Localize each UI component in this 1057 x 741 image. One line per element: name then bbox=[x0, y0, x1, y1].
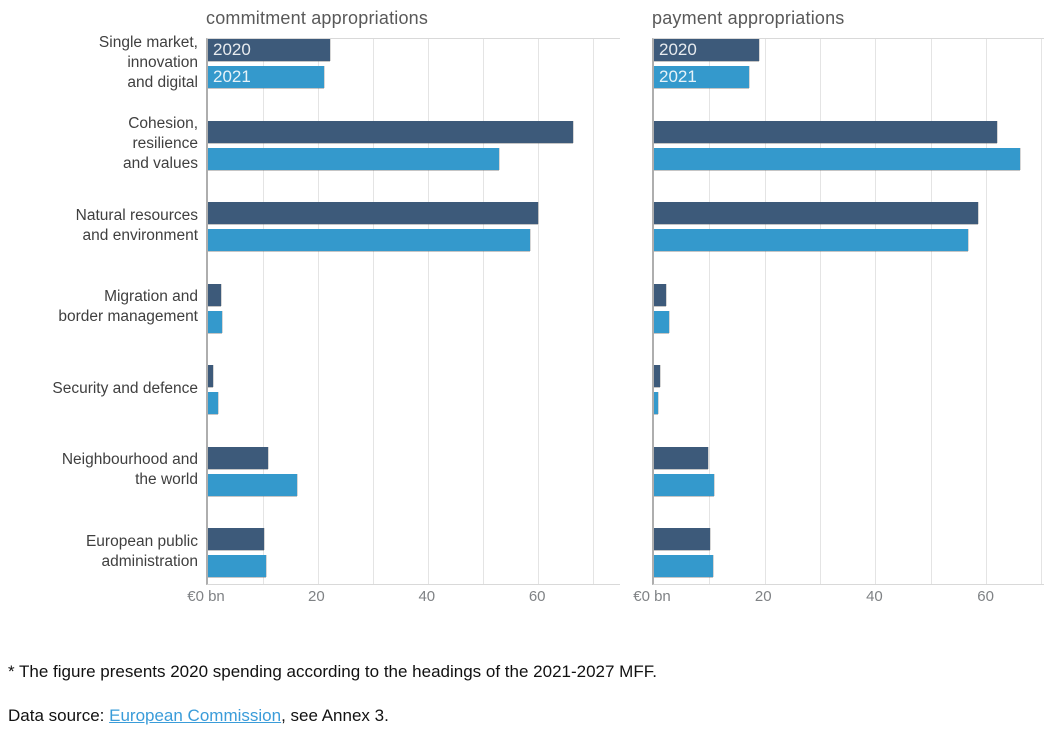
bar-2020-security-and-defence bbox=[654, 365, 661, 387]
bar-2021-neighbourhood-and-the-world bbox=[654, 473, 715, 496]
bar-2020-migration-and-border-management bbox=[208, 283, 222, 306]
axis-tick-20: 20 bbox=[754, 588, 772, 605]
category-label-row-security-and-defence: Security and defence bbox=[0, 364, 198, 413]
gridline-40 bbox=[875, 39, 877, 584]
bar-2020-cohesion-resilience-and-values bbox=[208, 120, 574, 143]
axis-tick-40: 40 bbox=[418, 588, 436, 605]
series-label-2021: 2021 bbox=[213, 67, 251, 86]
footnote-text: * The figure presents 2020 spending acco… bbox=[8, 662, 657, 681]
gridline-10 bbox=[709, 39, 711, 584]
axis-tick-60: 60 bbox=[977, 588, 994, 605]
category-label: Single market, innovation and digital bbox=[98, 33, 198, 91]
gridline-60 bbox=[985, 39, 987, 584]
bar-2020-single-market-innovation-and-digital: 2020 bbox=[654, 39, 760, 61]
data-source-prefix: Data source: bbox=[8, 706, 110, 725]
bar-group-neighbourhood-and-the-world bbox=[208, 446, 620, 496]
bar-group-natural-resources-and-environment bbox=[654, 202, 1044, 251]
category-label-row-natural-resources-and-environment: Natural resources and environment bbox=[0, 201, 198, 250]
bar-2020-natural-resources-and-environment bbox=[208, 202, 539, 224]
bar-2021-security-and-defence bbox=[654, 392, 659, 414]
category-label: Migration and border management bbox=[58, 288, 198, 325]
gridline-70 bbox=[1041, 39, 1043, 584]
bar-group-european-public-administration bbox=[654, 528, 1044, 577]
gridline-70 bbox=[592, 39, 594, 584]
category-label: European public administration bbox=[85, 532, 198, 570]
bar-group-single-market-innovation-and-digital: 2020 2021 bbox=[208, 39, 620, 88]
category-labels-column: Single market, innovation and digital Cohes… bbox=[0, 34, 198, 576]
category-label: Cohesion, resilience and values bbox=[123, 115, 198, 172]
bar-group-migration-and-border-management bbox=[654, 283, 1044, 333]
category-label-row-neighbourhood-and-the-world: Neighbourhood and the world bbox=[0, 446, 198, 495]
axis-tick-0-bn: €0 bn bbox=[633, 588, 671, 605]
axis-tick-40: 40 bbox=[866, 588, 883, 605]
axis-tick-60: 60 bbox=[528, 588, 546, 605]
gridline-20 bbox=[317, 39, 319, 584]
bar-2021-natural-resources-and-environment bbox=[654, 229, 969, 251]
x-axis-ticks-commitments: €0 bn 20 40 60 bbox=[187, 588, 620, 610]
bar-2021-security-and-defence bbox=[208, 392, 218, 414]
category-label-row-single-market-innovation-and-digital: Single market, innovation and digital bbox=[0, 34, 198, 91]
bar-group-migration-and-border-management bbox=[208, 283, 620, 333]
bar-group-security-and-defence bbox=[654, 365, 1044, 414]
bar-2021-european-public-administration bbox=[654, 555, 713, 577]
chart-title-commitments: commitment appropriations bbox=[206, 8, 429, 28]
plot-payments: 2020 2021 bbox=[652, 38, 1044, 585]
bar-2021-cohesion-resilience-and-values bbox=[654, 147, 1021, 170]
bar-2020-single-market-innovation-and-digital: 2020 bbox=[208, 39, 330, 61]
bar-group-natural-resources-and-environment bbox=[208, 202, 620, 251]
bar-group-security-and-defence bbox=[208, 365, 620, 414]
bar-2021-cohesion-resilience-and-values bbox=[208, 147, 500, 170]
category-label: Natural resources and environment bbox=[75, 206, 198, 244]
series-label-2021: 2021 bbox=[659, 67, 697, 86]
gridline-30 bbox=[372, 39, 374, 584]
category-label-row-european-public-administration: European public administration bbox=[0, 527, 198, 576]
x-axis-ticks-payments: €0 bn 20 40 60 bbox=[633, 588, 1044, 610]
footnote: * The figure presents 2020 spending acco… bbox=[8, 662, 1028, 726]
bar-2021-migration-and-border-management bbox=[654, 310, 670, 333]
bar-group-single-market-innovation-and-digital: 2020 2021 bbox=[654, 39, 1044, 88]
data-source-link[interactable]: European Commission bbox=[109, 706, 282, 725]
bar-2021-natural-resources-and-environment bbox=[208, 229, 531, 251]
bar-2021-neighbourhood-and-the-world bbox=[208, 473, 297, 496]
gridline-40 bbox=[427, 39, 429, 584]
category-label: Neighbourhood and the world bbox=[61, 451, 198, 488]
category-label: Security and defence bbox=[52, 379, 198, 397]
gridline-50 bbox=[930, 39, 932, 584]
plot-commitments: 2020 2021 bbox=[206, 38, 620, 585]
data-source-line: Data source: European Commission, see An… bbox=[8, 706, 1028, 726]
bar-2021-single-market-innovation-and-digital: 2021 bbox=[654, 66, 749, 88]
gridline-20 bbox=[764, 39, 766, 584]
bar-group-neighbourhood-and-the-world bbox=[654, 446, 1044, 496]
bar-2020-cohesion-resilience-and-values bbox=[654, 120, 997, 143]
bar-group-cohesion-resilience-and-values bbox=[208, 120, 620, 170]
gridline-50 bbox=[482, 39, 484, 584]
bar-group-european-public-administration bbox=[208, 528, 620, 577]
bar-2021-european-public-administration bbox=[208, 555, 267, 577]
bar-2021-migration-and-border-management bbox=[208, 310, 222, 333]
bar-2020-migration-and-border-management bbox=[654, 283, 667, 306]
gridline-10 bbox=[262, 39, 264, 584]
axis-tick-20: 20 bbox=[308, 588, 325, 605]
series-label-2020: 2020 bbox=[213, 40, 251, 59]
category-label-row-migration-and-border-management: Migration and border management bbox=[0, 283, 198, 332]
gridline-60 bbox=[537, 39, 539, 584]
gridline-30 bbox=[819, 39, 821, 584]
chart-title-payments: payment appropriations bbox=[652, 8, 845, 28]
bar-2020-security-and-defence bbox=[208, 365, 214, 387]
bar-2020-natural-resources-and-environment bbox=[654, 202, 979, 224]
bar-2020-european-public-administration bbox=[208, 528, 265, 550]
bar-group-cohesion-resilience-and-values bbox=[654, 120, 1044, 170]
bar-2020-neighbourhood-and-the-world bbox=[654, 446, 708, 469]
axis-tick-0-bn: €0 bn bbox=[187, 588, 225, 605]
category-label-row-cohesion-resilience-and-values: Cohesion, resilience and values bbox=[0, 115, 198, 172]
bar-2020-european-public-administration bbox=[654, 528, 711, 550]
bar-2020-neighbourhood-and-the-world bbox=[208, 446, 268, 469]
series-label-2020: 2020 bbox=[659, 40, 697, 59]
bar-2021-single-market-innovation-and-digital: 2021 bbox=[208, 66, 325, 88]
data-source-suffix: , see Annex 3. bbox=[281, 706, 389, 725]
